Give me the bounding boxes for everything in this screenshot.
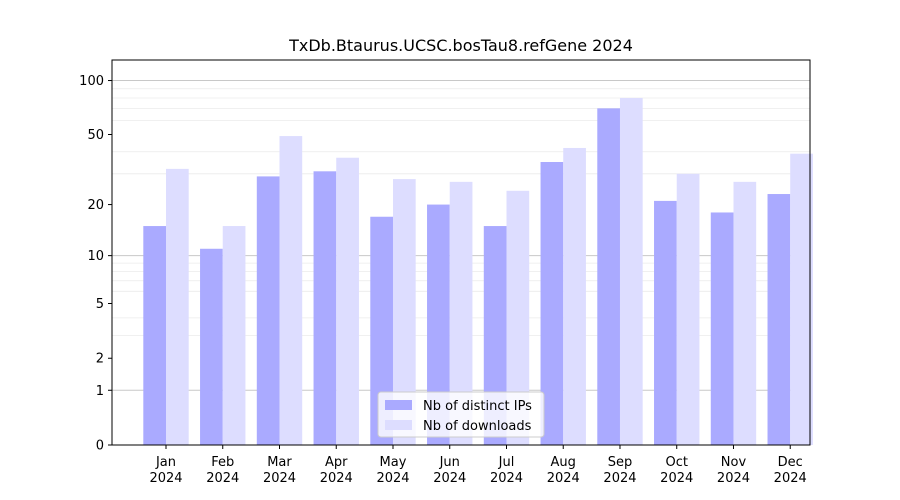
bar-downloads bbox=[166, 168, 189, 445]
chart-title: TxDb.Btaurus.UCSC.bosTau8.refGene 2024 bbox=[288, 36, 633, 55]
x-tick-label-month: May bbox=[380, 455, 407, 470]
x-tick-label-year: 2024 bbox=[376, 471, 409, 486]
x-tick-label-year: 2024 bbox=[490, 471, 523, 486]
bar-downloads bbox=[449, 181, 473, 445]
bar-distinct-ips bbox=[370, 216, 393, 445]
x-tick-label-month: Jan bbox=[155, 455, 176, 470]
bar-distinct-ips bbox=[143, 226, 166, 445]
legend: Nb of distinct IPs Nb of downloads bbox=[377, 391, 545, 438]
y-tick-label: 50 bbox=[87, 128, 104, 143]
x-tick-label-year: 2024 bbox=[603, 471, 636, 486]
x-tick-label-month: Apr bbox=[325, 455, 348, 470]
y-tick-label: 0 bbox=[96, 439, 104, 454]
x-tick-label-month: Sep bbox=[608, 455, 633, 470]
bar-distinct-ips bbox=[256, 176, 280, 445]
legend-box bbox=[377, 391, 545, 438]
bar-downloads bbox=[506, 190, 530, 445]
x-tick-label-year: 2024 bbox=[433, 471, 466, 486]
x-tick-label-year: 2024 bbox=[660, 471, 693, 486]
legend-label: Nb of downloads bbox=[423, 419, 532, 434]
x-tick-label-month: Feb bbox=[211, 455, 234, 470]
legend-swatch bbox=[385, 400, 412, 410]
y-tick-label: 1 bbox=[96, 384, 104, 399]
x-tick-label-year: 2024 bbox=[206, 471, 239, 486]
x-tick-label-month: Jun bbox=[439, 455, 460, 470]
y-tick-label: 2 bbox=[96, 352, 104, 367]
bar-distinct-ips bbox=[200, 248, 223, 445]
bar-distinct-ips bbox=[313, 171, 337, 445]
x-tick-label-month: Mar bbox=[267, 455, 292, 470]
bar-downloads bbox=[222, 226, 246, 445]
bar-distinct-ips bbox=[767, 194, 791, 445]
y-tick-label: 10 bbox=[87, 249, 104, 264]
y-tick-label: 20 bbox=[87, 198, 104, 213]
x-tick-label-year: 2024 bbox=[320, 471, 353, 486]
bar-downloads bbox=[279, 136, 303, 445]
bar-downloads bbox=[733, 181, 757, 445]
bar-distinct-ips bbox=[654, 200, 677, 445]
bar-downloads bbox=[619, 97, 643, 445]
x-axis: Jan2024Feb2024Mar2024Apr2024May2024Jun20… bbox=[149, 445, 807, 486]
x-tick-label-year: 2024 bbox=[263, 471, 296, 486]
bar-distinct-ips bbox=[540, 162, 564, 445]
bar-downloads bbox=[563, 147, 586, 446]
legend-swatch bbox=[385, 420, 412, 430]
bar-downloads bbox=[790, 153, 813, 445]
bar-downloads bbox=[676, 173, 700, 446]
bar-distinct-ips bbox=[483, 226, 507, 445]
x-tick-label-year: 2024 bbox=[717, 471, 750, 486]
bar-downloads bbox=[336, 157, 359, 445]
bar-distinct-ips bbox=[710, 212, 734, 445]
x-tick-label-month: Jul bbox=[498, 455, 515, 470]
x-tick-label-year: 2024 bbox=[547, 471, 580, 486]
x-tick-label-year: 2024 bbox=[774, 471, 807, 486]
y-tick-label: 5 bbox=[96, 297, 104, 312]
x-tick-label-month: Nov bbox=[721, 455, 747, 470]
x-tick-label-month: Oct bbox=[665, 455, 687, 470]
y-axis: 0 1 2 5 10 20 50 100 bbox=[79, 74, 112, 454]
bar-downloads bbox=[392, 179, 416, 445]
legend-label: Nb of distinct IPs bbox=[423, 399, 532, 414]
x-tick-label-year: 2024 bbox=[149, 471, 182, 486]
x-tick-label-month: Dec bbox=[778, 455, 803, 470]
bar-distinct-ips bbox=[597, 108, 620, 445]
x-tick-label-month: Aug bbox=[551, 455, 576, 470]
bar-distinct-ips bbox=[427, 204, 450, 445]
plot-frame bbox=[111, 59, 811, 446]
bars bbox=[143, 97, 813, 446]
y-tick-label: 100 bbox=[79, 74, 104, 89]
